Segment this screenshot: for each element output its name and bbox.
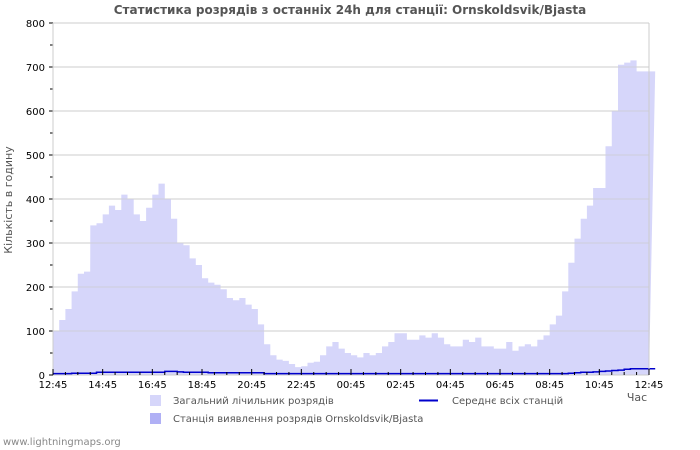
x-tick-label: 18:45 <box>188 380 217 391</box>
y-tick-label: 100 <box>26 327 45 338</box>
legend-label: Станція виявлення розрядів Ornskoldsvik/… <box>173 413 423 425</box>
x-tick-label: 22:45 <box>287 380 316 391</box>
x-tick-label: 16:45 <box>138 380 167 391</box>
y-tick-label: 400 <box>26 195 45 206</box>
y-tick-label: 0 <box>39 371 45 382</box>
x-tick-label: 04:45 <box>436 380 465 391</box>
legend-label: Загальний лічильник розрядів <box>173 395 334 407</box>
y-tick-label: 600 <box>26 107 45 118</box>
area-series <box>53 60 656 376</box>
y-tick-label: 200 <box>26 283 45 294</box>
y-axis-label: Кількість в годину <box>2 146 15 254</box>
x-tick-label: 14:45 <box>88 380 117 391</box>
y-tick-label: 500 <box>26 151 45 162</box>
x-tick-label: 12:45 <box>39 380 68 391</box>
x-tick-label: 02:45 <box>386 380 415 391</box>
footer-link[interactable]: www.lightningmaps.org <box>3 437 121 448</box>
x-tick-label: 08:45 <box>535 380 564 391</box>
x-tick-label: 12:45 <box>635 380 664 391</box>
x-axis-label: Час <box>627 391 647 404</box>
legend-label: Середнє всіх станцій <box>452 395 563 407</box>
chart-title: Статистика розрядів з останніх 24h для с… <box>113 3 587 17</box>
y-tick-label: 800 <box>26 19 45 30</box>
x-tick-label: 20:45 <box>237 380 266 391</box>
legend-swatch <box>150 413 161 424</box>
legend-swatch <box>150 395 161 406</box>
x-tick-label: 00:45 <box>337 380 366 391</box>
y-tick-label: 700 <box>26 63 45 74</box>
y-tick-label: 300 <box>26 239 45 250</box>
x-tick-label: 10:45 <box>585 380 614 391</box>
x-tick-label: 06:45 <box>486 380 515 391</box>
